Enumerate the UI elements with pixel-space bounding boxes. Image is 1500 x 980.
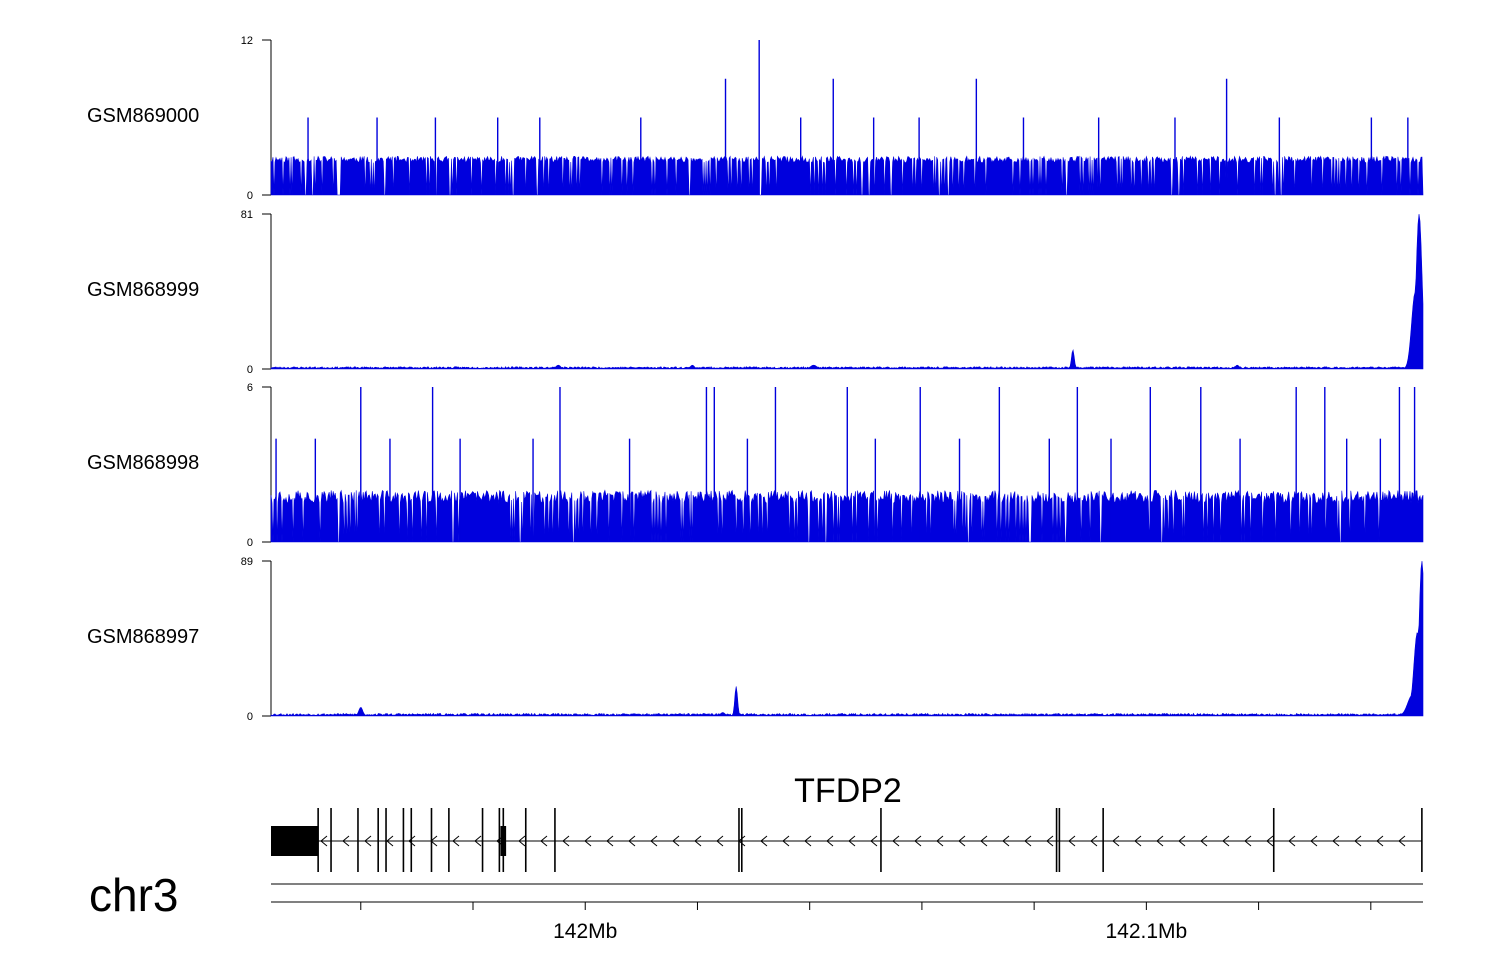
axis-tick-label: 142Mb [553,920,617,943]
strand-arrow [1046,835,1054,847]
y-tick-label-max: 89 [241,556,253,568]
strand-arrow [694,835,702,847]
strand-arrow [1332,835,1340,847]
strand-arrow [518,835,526,847]
strand-arrow [760,835,768,847]
strand-arrow [1178,835,1186,847]
y-tick-label-zero: 0 [247,364,253,376]
strand-arrow [980,835,988,847]
strand-arrow [1222,835,1230,847]
strand-arrow [496,835,504,847]
strand-arrow [914,835,922,847]
strand-arrow [606,835,614,847]
strand-arrow [364,835,372,847]
data-tracks: GSM869000120GSM868999810GSM86899860GSM86… [87,35,1424,723]
strand-arrow [628,835,636,847]
gene-model-track: TFDP2 [271,772,1423,872]
signal-area [270,214,1424,370]
strand-arrow [936,835,944,847]
strand-arrow [584,835,592,847]
strand-arrow [1156,835,1164,847]
track-gsm868997: GSM868997 89 0 [87,556,1424,723]
y-tick-label-zero: 0 [247,711,253,723]
strand-arrow [1090,835,1098,847]
strand-arrow [408,835,416,847]
strand-arrow [848,835,856,847]
strand-arrow [738,835,746,847]
strand-arrow [1288,835,1296,847]
strand-arrow [1266,835,1274,847]
strand-arrow [870,835,878,847]
track-label: GSM868997 [87,626,199,648]
strand-arrow [716,835,724,847]
signal-area [270,561,1424,717]
track-gsm868998: GSM868998 6 0 [87,382,1424,549]
strand-arrow [1112,835,1120,847]
chromosome-label: chr3 [89,869,178,921]
strand-arrow [892,835,900,847]
strand-arrow [1398,835,1406,847]
strand-arrow [540,835,548,847]
y-tick-label-zero: 0 [247,537,253,549]
track-gsm869000: GSM869000 12 0 [87,35,1424,202]
strand-arrow [1310,835,1318,847]
strand-arrow [1068,835,1076,847]
strand-arrow [474,835,482,847]
strand-arrow [320,835,328,847]
strand-arrow [804,835,812,847]
track-label: GSM868998 [87,452,199,474]
y-tick-label-max: 12 [241,35,253,47]
strand-arrow [826,835,834,847]
strand-arrow [1200,835,1208,847]
strand-arrow [1134,835,1142,847]
strand-arrow [672,835,680,847]
gene-exon-block [500,826,507,856]
strand-arrow [562,835,570,847]
strand-arrow [1376,835,1384,847]
strand-arrow [650,835,658,847]
strand-arrow [1024,835,1032,847]
y-tick-label-max: 6 [247,382,253,394]
strand-arrow [1354,835,1362,847]
strand-arrow [782,835,790,847]
track-label: GSM868999 [87,279,199,301]
strand-arrow [342,835,350,847]
strand-arrow [452,835,460,847]
genome-axis: chr3 142Mb 142.1Mb [89,869,1423,943]
strand-arrow [430,835,438,847]
y-tick-label-max: 81 [241,209,253,221]
gene-utr-block [271,826,318,856]
strand-arrow [1244,835,1252,847]
strand-arrow [1002,835,1010,847]
strand-arrow [386,835,394,847]
axis-tick-label: 142.1Mb [1105,920,1187,943]
strand-arrow [958,835,966,847]
track-gsm868999: GSM868999 81 0 [87,209,1424,376]
gene-name-label: TFDP2 [794,772,902,810]
track-label: GSM869000 [87,105,199,127]
y-tick-label-zero: 0 [247,190,253,202]
signal-area [270,155,1424,196]
